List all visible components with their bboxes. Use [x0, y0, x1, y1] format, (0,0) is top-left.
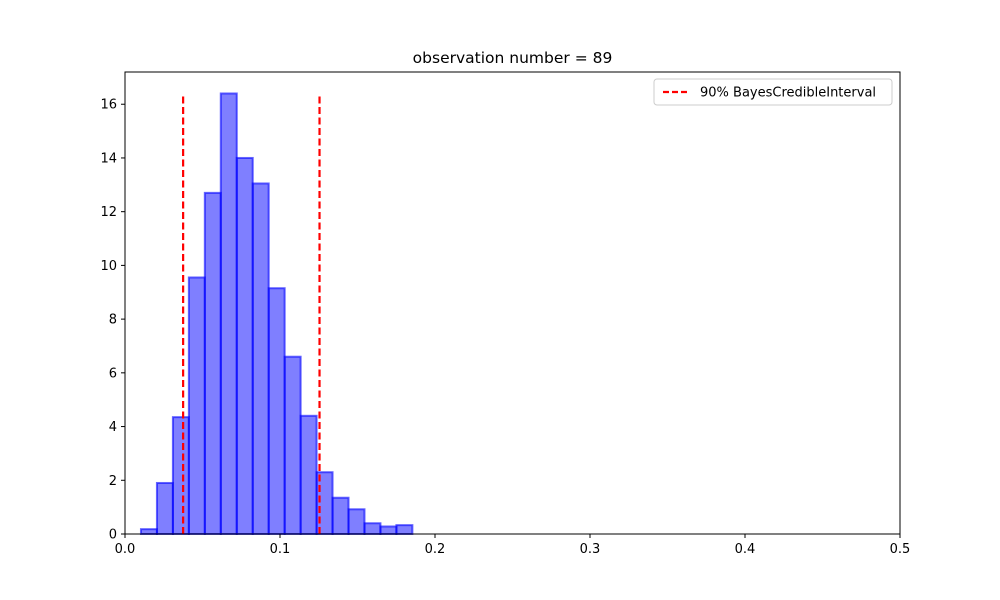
- histogram-bar: [267, 287, 286, 535]
- y-tick-label: 16: [100, 98, 117, 113]
- histogram-bar: [363, 522, 382, 535]
- chart-title: observation number = 89: [413, 49, 613, 67]
- y-tick-label: 4: [109, 420, 117, 435]
- x-axis-ticks: 0.0 0.1 0.2 0.3 0.4 0.5: [115, 534, 911, 557]
- legend: 90% BayesCredibleInterval: [653, 78, 893, 106]
- y-tick-label: 0: [109, 528, 117, 543]
- histogram-bar: [219, 92, 238, 535]
- x-tick-label: 0.5: [890, 542, 911, 557]
- histogram-bar: [203, 191, 222, 535]
- axes-frame: [124, 71, 901, 535]
- histogram-bar: [299, 414, 318, 536]
- y-tick-label: 12: [100, 205, 117, 220]
- y-tick-label: 14: [100, 151, 117, 166]
- histogram-bars: [139, 92, 414, 536]
- histogram-bar: [187, 276, 206, 535]
- histogram-bar: [235, 156, 254, 535]
- x-tick-label: 0.4: [735, 542, 756, 557]
- histogram-bar: [155, 481, 174, 536]
- histogram-bar: [331, 496, 350, 535]
- histogram-bar: [251, 182, 270, 536]
- legend-label: 90% BayesCredibleInterval: [700, 86, 876, 101]
- histogram-bar: [379, 525, 398, 535]
- histogram-bar: [347, 508, 366, 535]
- y-tick-label: 2: [109, 474, 117, 489]
- histogram-bar: [139, 528, 158, 535]
- x-tick-label: 0.1: [270, 542, 291, 557]
- y-tick-label: 8: [109, 313, 117, 328]
- y-axis-ticks: 0 2 4 6 8 10 12 14 16: [100, 98, 125, 543]
- histogram-bar: [171, 416, 190, 536]
- histogram-bar: [283, 355, 302, 535]
- x-tick-label: 0.2: [425, 542, 446, 557]
- histogram-bar: [395, 524, 414, 536]
- x-tick-label: 0.3: [580, 542, 601, 557]
- x-tick-label: 0.0: [115, 542, 136, 557]
- y-tick-label: 10: [100, 259, 117, 274]
- legend-box: [653, 78, 893, 106]
- y-tick-label: 6: [109, 366, 117, 381]
